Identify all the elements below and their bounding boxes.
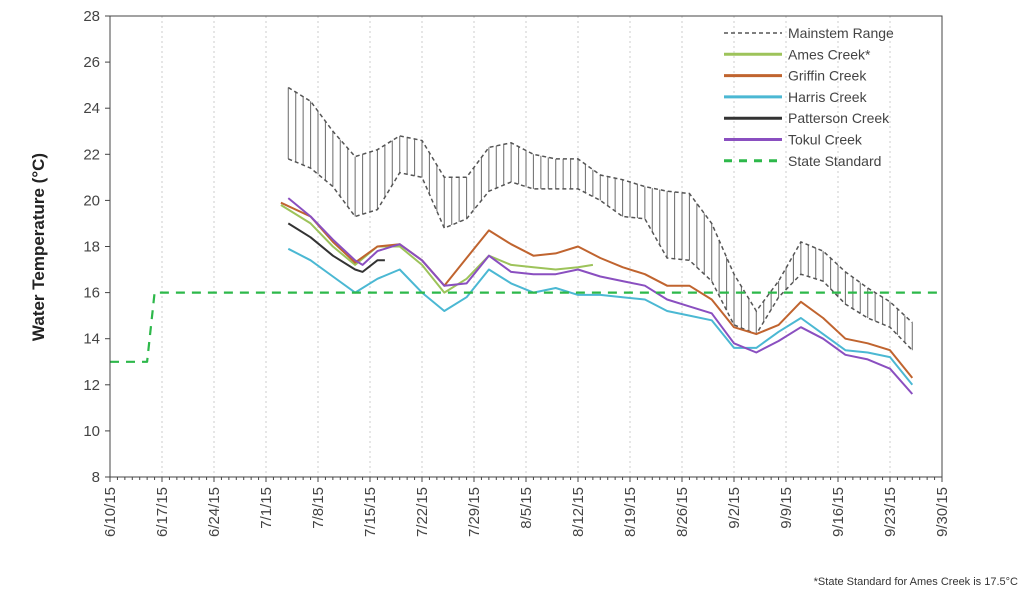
x-tick-label: 7/22/15	[414, 487, 431, 537]
legend-label-state-standard: State Standard	[788, 153, 881, 169]
x-tick-label: 8/19/15	[622, 487, 639, 537]
y-tick-label: 16	[83, 285, 100, 302]
y-tick-label: 26	[83, 54, 100, 71]
y-tick-label: 14	[83, 331, 100, 348]
y-tick-label: 20	[83, 192, 100, 209]
tokul-creek-line	[287, 197, 914, 395]
legend-label-patterson-creek: Patterson Creek	[788, 110, 890, 126]
legend-label-tokul-creek: Tokul Creek	[788, 132, 863, 148]
x-tick-label: 6/10/15	[102, 487, 119, 537]
x-tick-label: 9/2/15	[726, 487, 743, 529]
harris-creek-line	[287, 247, 914, 386]
x-tick-label: 6/24/15	[206, 487, 223, 537]
ames-creek-line	[280, 204, 594, 294]
x-tick-label: 6/17/15	[154, 487, 171, 537]
mainstem-upper-line	[287, 86, 913, 324]
series-lines	[110, 197, 942, 395]
mainstem-lower-line	[288, 158, 913, 351]
griffin-creek-line	[280, 201, 914, 379]
mainstem-range-band	[287, 86, 913, 351]
y-tick-label: 28	[83, 8, 100, 25]
y-axis-label: Water Temperature (°C)	[29, 153, 48, 341]
state-standard-line	[110, 291, 942, 363]
y-tick-label: 8	[92, 469, 100, 486]
y-tick-label: 22	[83, 146, 100, 163]
x-tick-label: 8/12/15	[570, 487, 587, 537]
patterson-creek-line	[287, 222, 385, 273]
x-tick-label: 8/5/15	[518, 487, 535, 529]
gridlines	[161, 16, 891, 477]
x-tick-label: 7/15/15	[362, 487, 379, 537]
x-tick-label: 9/30/15	[934, 487, 951, 537]
y-tick-label: 18	[83, 239, 100, 256]
legend: Mainstem Range Ames Creek* Griffin Creek Ha…	[724, 25, 894, 169]
x-tick-label: 7/1/15	[258, 487, 275, 529]
axes: 6/10/15 6/17/15 6/24/15 7/1/15 7/8/15 7/15/15…	[83, 8, 951, 537]
y-tick-label: 12	[83, 377, 100, 394]
y-tick-label: 10	[83, 423, 100, 440]
legend-label-harris-creek: Harris Creek	[788, 89, 868, 105]
legend-label-mainstem-range: Mainstem Range	[788, 25, 894, 41]
x-tick-label: 9/23/15	[882, 487, 899, 537]
x-tick-label: 7/8/15	[310, 487, 327, 529]
footnote: *State Standard for Ames Creek is 17.5°C	[814, 576, 1018, 588]
legend-label-ames-creek: Ames Creek*	[788, 46, 871, 62]
x-tick-label: 7/29/15	[466, 487, 483, 537]
y-tick-label: 24	[83, 100, 100, 117]
x-tick-label: 9/9/15	[778, 487, 795, 529]
x-tick-label: 8/26/15	[674, 487, 691, 537]
x-tick-label: 9/16/15	[830, 487, 847, 537]
legend-label-griffin-creek: Griffin Creek	[788, 68, 867, 84]
